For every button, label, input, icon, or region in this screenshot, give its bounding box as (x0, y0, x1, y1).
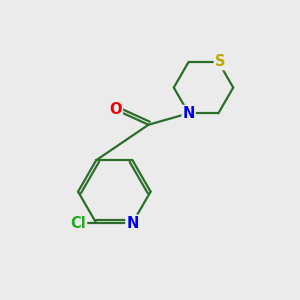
Text: N: N (126, 215, 139, 230)
Text: N: N (182, 106, 195, 121)
Text: S: S (214, 54, 225, 69)
Text: Cl: Cl (70, 215, 86, 230)
Text: O: O (110, 102, 122, 117)
